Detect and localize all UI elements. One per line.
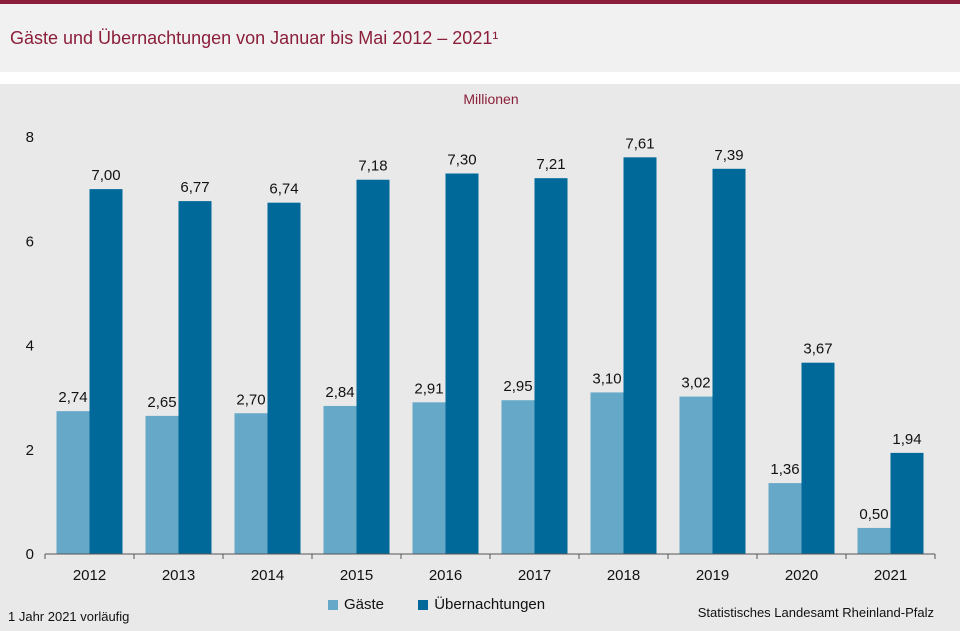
x-tick-label-2019: 2019 — [696, 567, 729, 584]
bar-gaeste-2019 — [679, 396, 713, 554]
source-credit: Statistisches Landesamt Rheinland-Pfalz — [697, 605, 934, 620]
data-label-gaeste-2015: 2,84 — [325, 384, 354, 401]
data-label-uebernachtungen-2012: 7,00 — [91, 167, 120, 184]
data-label-uebernachtungen-2017: 7,21 — [536, 156, 565, 173]
data-label-uebernachtungen-2013: 6,77 — [180, 179, 209, 196]
bar-uebernachtungen-2021 — [890, 452, 924, 554]
bar-gaeste-2017 — [501, 400, 535, 554]
data-label-gaeste-2014: 2,70 — [236, 391, 265, 408]
bar-uebernachtungen-2016 — [445, 173, 479, 555]
x-tick-label-2021: 2021 — [874, 567, 907, 584]
bar-uebernachtungen-2018 — [623, 157, 657, 555]
bar-gaeste-2015 — [323, 405, 357, 554]
data-label-uebernachtungen-2021: 1,94 — [892, 431, 921, 448]
y-tick-label-0: 0 — [26, 546, 34, 563]
x-tick-label-2012: 2012 — [73, 567, 106, 584]
legend-swatch-uebernachtungen — [418, 599, 429, 610]
data-label-uebernachtungen-2014: 6,74 — [269, 181, 298, 198]
data-label-gaeste-2012: 2,74 — [58, 389, 87, 406]
x-tick-label-2017: 2017 — [518, 567, 551, 584]
x-tick-label-2016: 2016 — [429, 567, 462, 584]
data-label-uebernachtungen-2016: 7,30 — [447, 151, 476, 168]
y-tick-label-2: 4 — [26, 338, 34, 355]
bar-uebernachtungen-2014 — [267, 202, 301, 555]
bar-gaeste-2021 — [857, 527, 891, 554]
unit-label: Millionen — [463, 91, 518, 107]
page-title: Gäste und Übernachtungen von Januar bis … — [10, 28, 499, 48]
data-label-uebernachtungen-2019: 7,39 — [714, 147, 743, 164]
data-label-gaeste-2016: 2,91 — [414, 380, 443, 397]
bar-gaeste-2016 — [412, 402, 446, 554]
data-label-gaeste-2020: 1,36 — [770, 461, 799, 478]
x-tick-label-2014: 2014 — [251, 567, 284, 584]
data-label-gaeste-2013: 2,65 — [147, 394, 176, 411]
data-label-gaeste-2021: 0,50 — [859, 506, 888, 523]
bar-gaeste-2013 — [145, 415, 179, 554]
bar-uebernachtungen-2013 — [178, 201, 212, 554]
header: Gäste und Übernachtungen von Januar bis … — [0, 4, 960, 72]
bar-gaeste-2020 — [768, 483, 802, 554]
bar-uebernachtungen-2020 — [801, 362, 835, 554]
data-label-uebernachtungen-2020: 3,67 — [803, 341, 832, 358]
data-label-uebernachtungen-2015: 7,18 — [358, 158, 387, 175]
bar-gaeste-2018 — [590, 392, 624, 554]
x-tick-label-2015: 2015 — [340, 567, 373, 584]
footnote: 1 Jahr 2021 vorläufig — [8, 609, 130, 624]
y-axis: 0 2 4 6 8 — [26, 129, 34, 563]
legend-item-gaeste: Gäste — [328, 596, 384, 613]
x-tick-label-2020: 2020 — [785, 567, 818, 584]
legend: Gäste Übernachtungen — [328, 596, 575, 614]
x-tick-label-2018: 2018 — [607, 567, 640, 584]
data-label-uebernachtungen-2018: 7,61 — [625, 135, 654, 152]
top-accent-bar — [0, 0, 960, 4]
legend-label-gaeste: Gäste — [344, 596, 385, 613]
y-tick-label-3: 6 — [26, 233, 34, 250]
bars: 2,74 7,00 2,65 6,77 2,70 6,74 2,84 7,18 2,91 7,30… — [56, 135, 924, 555]
legend-swatch-gaeste — [328, 599, 338, 610]
legend-label-uebernachtungen: Übernachtungen — [434, 596, 546, 613]
bar-uebernachtungen-2015 — [356, 179, 390, 554]
bar-uebernachtungen-2019 — [712, 168, 746, 554]
bar-gaeste-2012 — [56, 411, 90, 554]
legend-item-uebernachtungen: Übernachtungen — [418, 596, 545, 613]
y-tick-label-4: 8 — [26, 129, 34, 146]
data-label-gaeste-2017: 2,95 — [503, 378, 532, 395]
x-tick-label-2013: 2013 — [162, 567, 195, 584]
bar-uebernachtungen-2012 — [89, 189, 123, 554]
data-label-gaeste-2018: 3,10 — [592, 370, 621, 387]
bar-uebernachtungen-2017 — [534, 178, 568, 554]
header-divider — [0, 72, 960, 84]
data-label-gaeste-2019: 3,02 — [681, 375, 710, 392]
x-axis: 2012 2013 2014 2015 2016 2017 2018 2019 2020 2021 — [44, 553, 936, 584]
bar-gaeste-2014 — [234, 413, 268, 554]
y-tick-label-1: 2 — [26, 442, 34, 459]
